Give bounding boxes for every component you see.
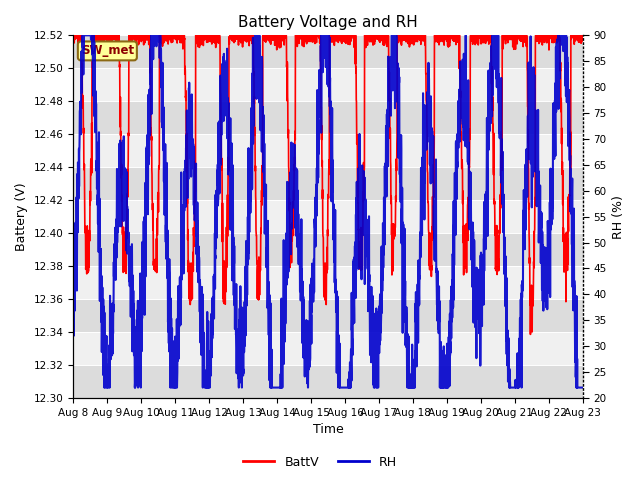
Bar <box>73 266 583 299</box>
Bar <box>73 200 583 233</box>
Text: SW_met: SW_met <box>81 44 134 58</box>
X-axis label: Time: Time <box>312 423 343 436</box>
Bar <box>73 101 583 134</box>
Bar <box>73 68 583 101</box>
Bar <box>73 332 583 365</box>
Bar <box>73 167 583 200</box>
Bar <box>73 299 583 332</box>
Bar <box>73 134 583 167</box>
Title: Battery Voltage and RH: Battery Voltage and RH <box>238 15 418 30</box>
Bar <box>73 233 583 266</box>
Bar <box>73 365 583 398</box>
Legend: BattV, RH: BattV, RH <box>238 451 402 474</box>
Y-axis label: Battery (V): Battery (V) <box>15 182 28 251</box>
Y-axis label: RH (%): RH (%) <box>612 195 625 239</box>
Bar <box>73 36 583 68</box>
